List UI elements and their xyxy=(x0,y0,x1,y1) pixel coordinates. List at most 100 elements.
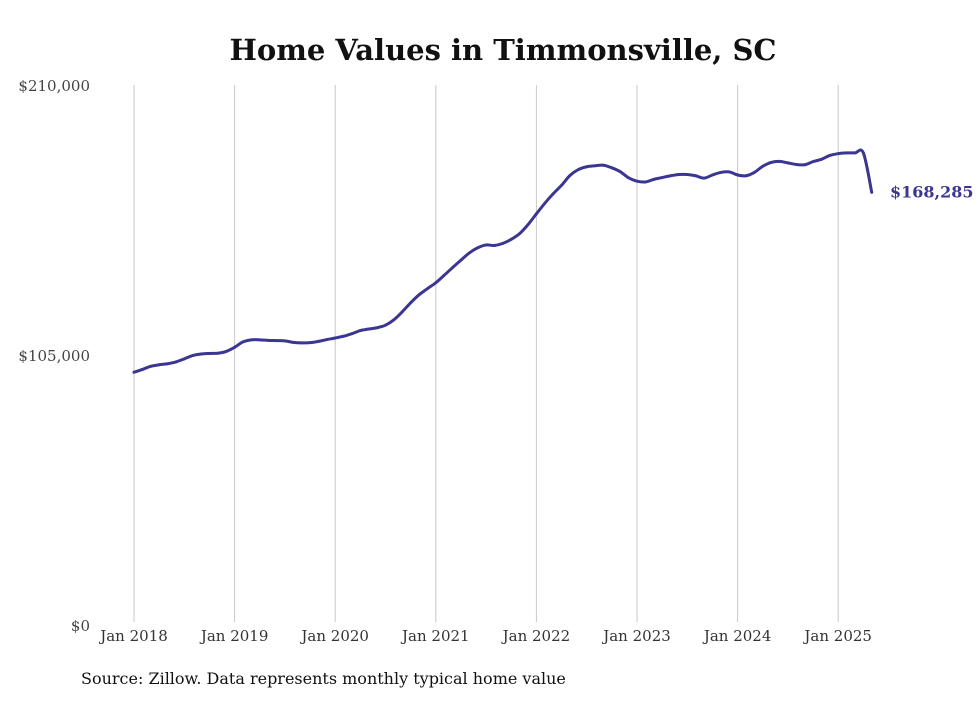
data-point-0-57 xyxy=(610,166,614,170)
data-point-0-73 xyxy=(744,174,748,178)
data-point-0-54 xyxy=(585,165,589,169)
data-point-0-41 xyxy=(476,246,480,250)
data-point-0-7 xyxy=(191,354,195,357)
series-layer xyxy=(132,148,874,374)
data-point-0-10 xyxy=(216,351,220,355)
data-point-0-82 xyxy=(820,157,823,161)
data-point-0-5 xyxy=(174,360,178,364)
data-point-0-37 xyxy=(442,273,446,277)
data-point-0-86 xyxy=(853,151,857,155)
data-point-0-40 xyxy=(467,251,471,255)
data-point-0-48 xyxy=(535,212,538,216)
data-point-0-76 xyxy=(769,161,773,164)
data-point-0-65 xyxy=(677,173,681,176)
data-point-0-63 xyxy=(660,176,664,179)
y-tick-label-1: $105,000 xyxy=(18,347,90,365)
data-point-0-25 xyxy=(342,334,345,338)
data-point-0-71 xyxy=(727,170,731,174)
data-point-0-34 xyxy=(417,293,421,297)
data-point-0-60 xyxy=(635,179,639,183)
data-point-0-85 xyxy=(845,151,848,155)
data-point-0-75 xyxy=(761,164,765,168)
data-point-0-80 xyxy=(803,163,807,167)
data-point-0-27 xyxy=(358,329,362,332)
data-point-0-55 xyxy=(593,164,597,168)
data-point-0-87 xyxy=(861,151,865,155)
data-point-0-30 xyxy=(384,323,387,327)
y-tick-label-0: $0 xyxy=(71,617,90,635)
data-point-0-11 xyxy=(224,350,228,353)
data-point-0-3 xyxy=(157,363,161,367)
data-point-0-44 xyxy=(501,242,505,245)
x-tick-label-3: Jan 2021 xyxy=(400,627,470,645)
data-point-0-15 xyxy=(258,338,262,342)
data-point-0-1 xyxy=(140,368,144,371)
data-point-0-74 xyxy=(752,171,756,174)
data-point-0-52 xyxy=(568,174,572,177)
data-point-0-43 xyxy=(493,244,496,247)
data-point-0-78 xyxy=(786,161,790,165)
data-point-0-8 xyxy=(199,352,203,356)
data-point-0-32 xyxy=(400,310,404,314)
data-point-0-59 xyxy=(627,176,631,180)
x-tick-label-1: Jan 2019 xyxy=(199,627,269,645)
y-tick-label-2: $210,000 xyxy=(18,77,90,95)
x-tick-label-0: Jan 2018 xyxy=(98,627,168,645)
data-point-0-22 xyxy=(317,339,320,343)
data-point-0-67 xyxy=(694,174,698,178)
data-point-0-68 xyxy=(702,176,706,180)
data-point-0-53 xyxy=(576,168,580,172)
data-point-0-69 xyxy=(711,173,714,177)
data-point-0-64 xyxy=(669,174,672,178)
data-point-0-72 xyxy=(736,173,739,177)
data-point-0-47 xyxy=(526,223,530,227)
data-point-0-0 xyxy=(132,370,136,374)
data-point-0-26 xyxy=(350,332,354,336)
data-point-0-61 xyxy=(643,180,647,184)
source-note: Source: Zillow. Data represents monthly … xyxy=(81,669,566,688)
x-tick-label-4: Jan 2022 xyxy=(501,627,571,645)
x-tick-label-7: Jan 2025 xyxy=(802,627,872,645)
data-point-0-66 xyxy=(685,173,689,176)
data-point-0-38 xyxy=(451,266,454,269)
data-point-0-50 xyxy=(551,192,555,196)
data-point-0-18 xyxy=(283,339,287,343)
data-point-0-81 xyxy=(811,160,815,164)
data-point-0-6 xyxy=(182,357,186,361)
x-tick-label-2: Jan 2020 xyxy=(299,627,369,645)
y-axis-ticks: $0 $105,000 $210,000 xyxy=(18,77,90,635)
data-point-0-12 xyxy=(233,345,237,349)
data-point-0-21 xyxy=(308,341,312,345)
data-point-0-4 xyxy=(166,362,169,366)
x-tick-label-6: Jan 2024 xyxy=(702,627,772,645)
data-point-0-20 xyxy=(300,341,304,345)
data-point-0-58 xyxy=(618,170,622,174)
grid-layer xyxy=(133,85,839,622)
data-point-0-36 xyxy=(434,281,438,285)
data-point-0-62 xyxy=(652,177,656,181)
data-point-0-45 xyxy=(509,237,513,241)
data-point-0-28 xyxy=(367,327,371,331)
data-point-0-88 xyxy=(870,190,874,194)
data-point-0-77 xyxy=(778,159,781,163)
last-value-label: $168,285 xyxy=(890,182,974,201)
data-point-0-42 xyxy=(484,243,488,247)
data-point-0-16 xyxy=(266,338,270,342)
data-point-0-9 xyxy=(208,352,211,355)
data-point-0-84 xyxy=(836,152,840,156)
data-point-0-35 xyxy=(426,287,429,291)
data-point-0-56 xyxy=(602,163,605,167)
data-point-0-33 xyxy=(409,301,413,305)
data-point-0-79 xyxy=(794,163,798,166)
data-point-0-70 xyxy=(719,171,723,174)
data-point-0-46 xyxy=(518,232,522,236)
data-point-0-14 xyxy=(249,338,253,342)
data-point-0-23 xyxy=(325,338,329,341)
data-point-0-39 xyxy=(459,258,463,262)
data-point-0-19 xyxy=(291,341,295,344)
x-tick-label-5: Jan 2023 xyxy=(601,627,671,645)
data-point-0-13 xyxy=(241,340,245,344)
data-point-0-17 xyxy=(275,339,278,342)
